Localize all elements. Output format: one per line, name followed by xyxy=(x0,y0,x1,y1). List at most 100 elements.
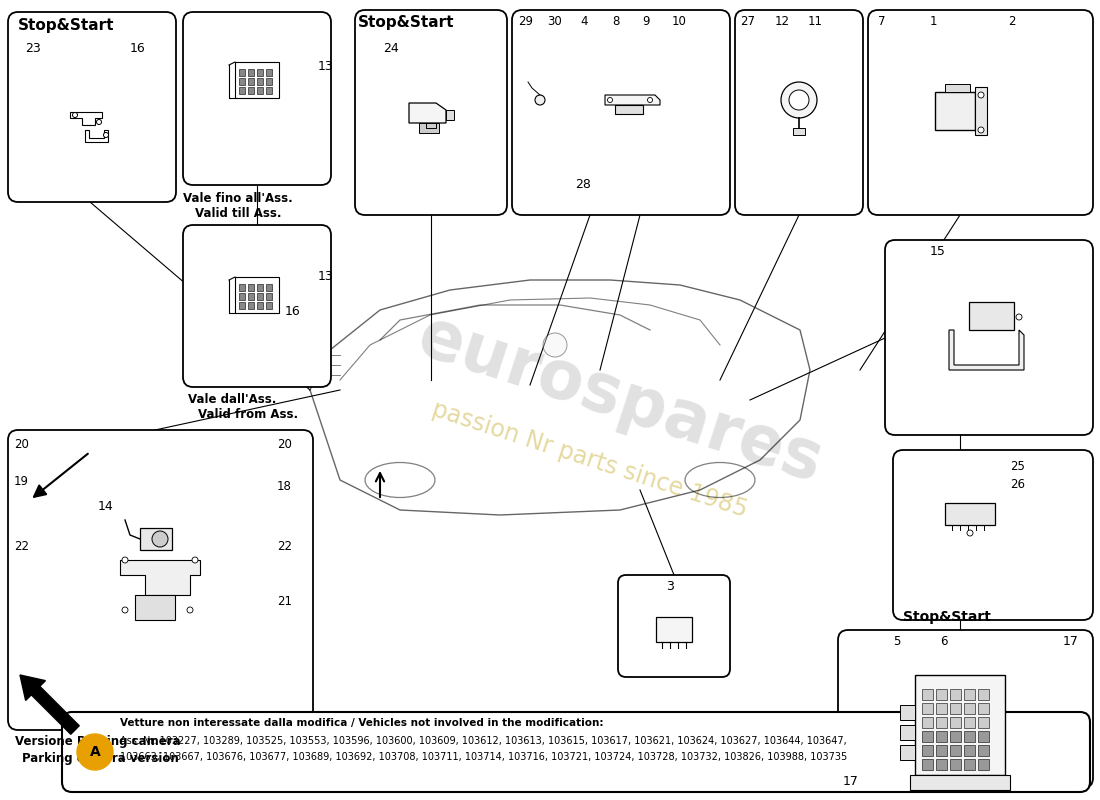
Text: 15: 15 xyxy=(930,245,946,258)
Text: 17: 17 xyxy=(843,775,859,788)
Bar xyxy=(922,717,933,728)
Circle shape xyxy=(1016,314,1022,320)
Bar xyxy=(978,717,989,728)
Text: 22: 22 xyxy=(14,540,29,553)
Text: 18: 18 xyxy=(277,480,292,493)
Bar xyxy=(936,731,947,742)
Text: A: A xyxy=(89,745,100,759)
Bar xyxy=(235,277,279,313)
Text: 21: 21 xyxy=(277,595,292,608)
Text: 26: 26 xyxy=(1010,478,1025,491)
Bar xyxy=(922,731,933,742)
Circle shape xyxy=(648,98,652,102)
Text: Versione Parking camera: Versione Parking camera xyxy=(15,735,180,748)
Bar xyxy=(936,759,947,770)
Bar xyxy=(945,84,970,92)
Bar xyxy=(239,293,245,300)
FancyArrow shape xyxy=(20,675,79,734)
Bar xyxy=(975,87,987,135)
Text: 29: 29 xyxy=(518,15,534,28)
Circle shape xyxy=(789,90,808,110)
Text: 3: 3 xyxy=(666,580,674,593)
Circle shape xyxy=(967,530,974,536)
Circle shape xyxy=(978,127,984,133)
Bar xyxy=(446,110,454,120)
Text: 22: 22 xyxy=(277,540,292,553)
Bar xyxy=(922,703,933,714)
Bar xyxy=(248,69,254,76)
Circle shape xyxy=(122,607,128,613)
Bar xyxy=(248,78,254,85)
Bar xyxy=(248,293,254,300)
FancyBboxPatch shape xyxy=(838,630,1093,788)
Bar xyxy=(922,745,933,756)
Circle shape xyxy=(122,557,128,563)
Bar xyxy=(900,745,915,760)
Bar xyxy=(936,689,947,700)
Bar xyxy=(656,617,692,642)
Bar xyxy=(793,128,805,135)
Text: 12: 12 xyxy=(776,15,790,28)
FancyBboxPatch shape xyxy=(893,450,1093,620)
Bar xyxy=(239,302,245,309)
Polygon shape xyxy=(605,95,660,105)
Bar xyxy=(969,302,1014,330)
Bar xyxy=(266,284,272,291)
Bar xyxy=(964,731,975,742)
Bar xyxy=(950,745,961,756)
Bar xyxy=(248,284,254,291)
Bar xyxy=(266,302,272,309)
Polygon shape xyxy=(409,103,446,123)
Text: 20: 20 xyxy=(277,438,292,451)
Circle shape xyxy=(978,92,984,98)
Text: 23: 23 xyxy=(25,42,41,55)
Text: 13: 13 xyxy=(318,60,333,73)
Text: eurospares: eurospares xyxy=(409,303,830,497)
Bar xyxy=(239,78,245,85)
Text: Valid from Ass.: Valid from Ass. xyxy=(198,408,298,421)
Bar xyxy=(910,775,1010,790)
FancyBboxPatch shape xyxy=(886,240,1093,435)
Bar xyxy=(935,92,975,130)
Text: 4: 4 xyxy=(580,15,587,28)
Text: 103663, 103667, 103676, 103677, 103689, 103692, 103708, 103711, 103714, 103716, : 103663, 103667, 103676, 103677, 103689, … xyxy=(120,752,847,762)
FancyBboxPatch shape xyxy=(183,12,331,185)
Text: 10: 10 xyxy=(672,15,686,28)
Bar xyxy=(257,284,263,291)
Bar xyxy=(257,293,263,300)
FancyBboxPatch shape xyxy=(355,10,507,215)
Bar xyxy=(257,302,263,309)
Bar xyxy=(235,62,279,98)
Bar xyxy=(950,703,961,714)
Bar xyxy=(900,705,915,720)
Text: 20: 20 xyxy=(14,438,29,451)
Text: 14: 14 xyxy=(98,500,113,513)
Bar xyxy=(915,675,1005,775)
Text: 30: 30 xyxy=(547,15,562,28)
Bar xyxy=(978,745,989,756)
Polygon shape xyxy=(949,330,1024,370)
Bar xyxy=(978,703,989,714)
Bar xyxy=(936,745,947,756)
Text: Vetture non interessate dalla modifica / Vehicles not involved in the modificati: Vetture non interessate dalla modifica /… xyxy=(120,718,604,728)
Bar xyxy=(615,105,644,114)
Text: 7: 7 xyxy=(878,15,886,28)
Bar xyxy=(257,69,263,76)
Text: 6: 6 xyxy=(940,635,947,648)
Text: 8: 8 xyxy=(612,15,619,28)
FancyBboxPatch shape xyxy=(62,712,1090,792)
Circle shape xyxy=(535,95,544,105)
Bar xyxy=(964,759,975,770)
Text: 9: 9 xyxy=(642,15,649,28)
Text: 16: 16 xyxy=(130,42,145,55)
Bar xyxy=(257,87,263,94)
Bar xyxy=(964,689,975,700)
Bar xyxy=(964,745,975,756)
Bar xyxy=(140,528,172,550)
Text: 24: 24 xyxy=(383,42,398,55)
Bar xyxy=(900,725,915,740)
Bar xyxy=(936,703,947,714)
Bar xyxy=(266,78,272,85)
Circle shape xyxy=(543,333,566,357)
Text: 28: 28 xyxy=(575,178,591,191)
